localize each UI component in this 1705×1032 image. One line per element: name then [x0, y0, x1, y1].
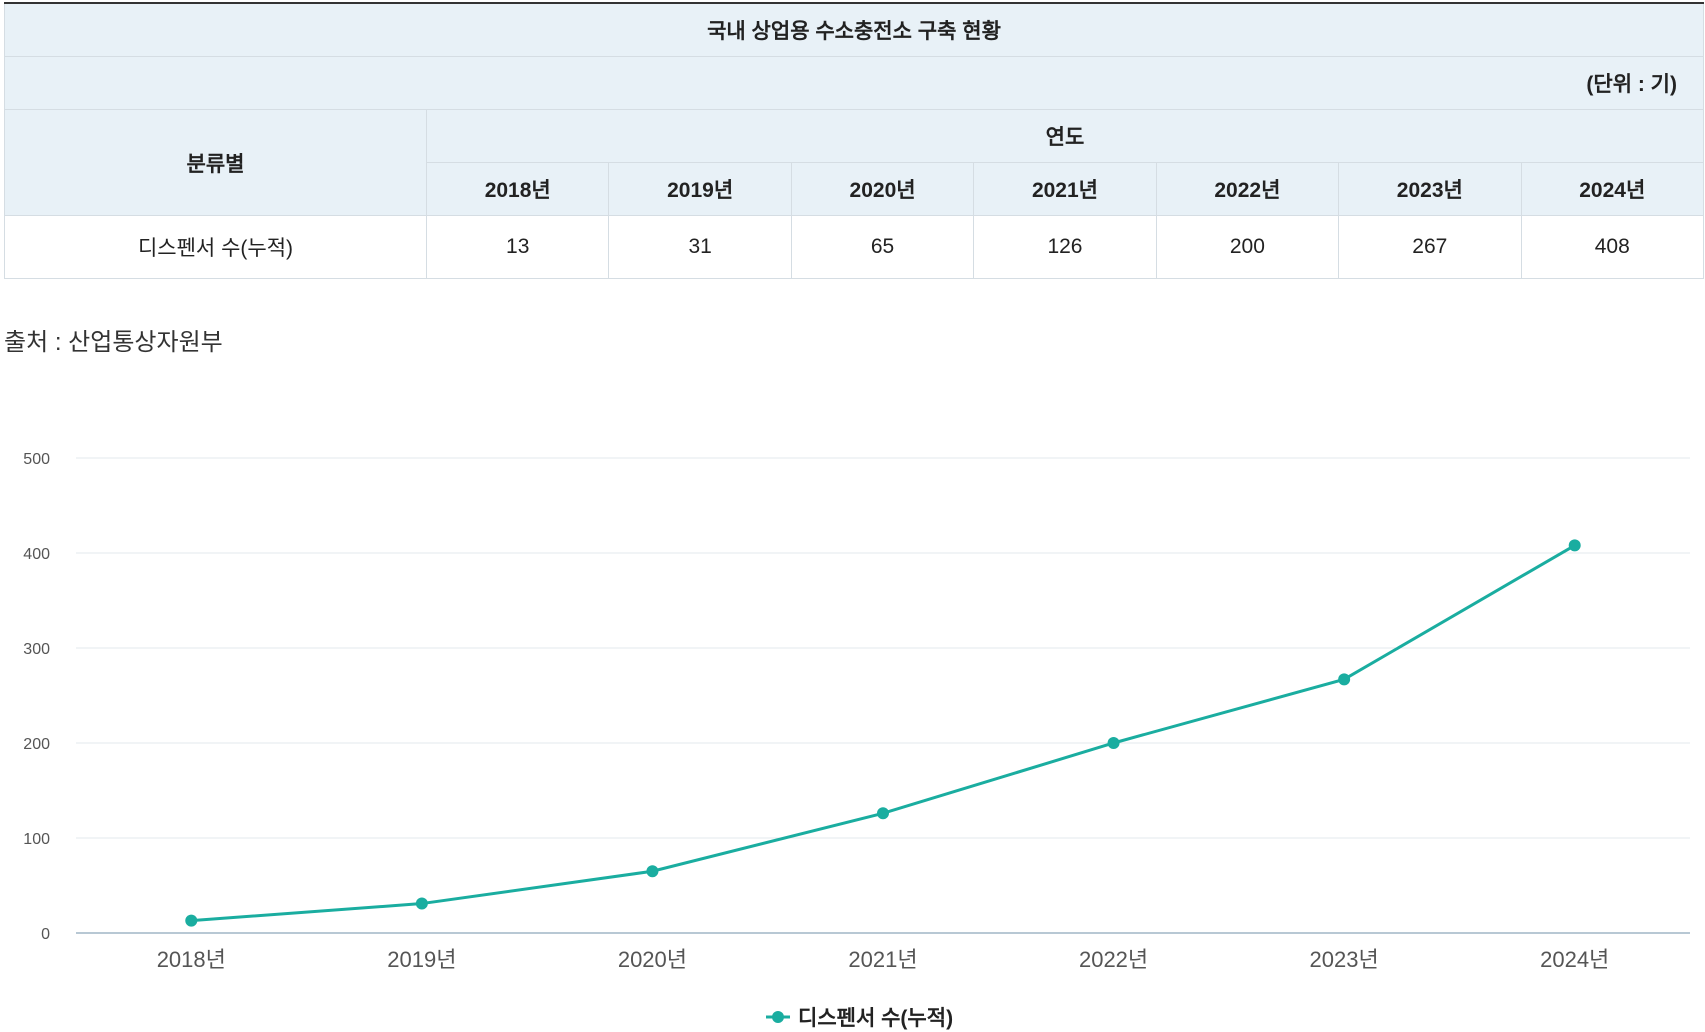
data-point — [1338, 673, 1351, 686]
data-point — [1107, 737, 1120, 749]
year-header: 연도 — [426, 109, 1704, 163]
x-tick-label: 2020년 — [618, 947, 687, 972]
table-cell: 200 — [1155, 215, 1340, 279]
x-tick-label: 2023년 — [1310, 947, 1379, 972]
year-column-header: 2019년 — [608, 162, 792, 216]
x-tick-label: 2021년 — [848, 947, 917, 972]
series-line — [191, 544, 1576, 923]
x-tick-label: 2022년 — [1079, 947, 1148, 972]
table-cell: 408 — [1520, 215, 1705, 279]
legend-marker — [772, 1011, 784, 1023]
data-point — [1568, 539, 1581, 552]
data-point — [646, 865, 659, 878]
year-column-header: 2022년 — [1155, 162, 1340, 216]
x-tick-label: 2024년 — [1540, 947, 1609, 972]
x-tick-label: 2018년 — [157, 947, 226, 972]
y-tick-label: 100 — [23, 831, 50, 848]
table-title: 국내 상업용 수소충전소 구축 현황 — [4, 2, 1704, 57]
source-note: 출처 : 산업통상자원부 — [4, 329, 223, 356]
y-tick-label: 300 — [23, 641, 50, 658]
y-tick-label: 200 — [23, 736, 50, 753]
data-point — [877, 807, 889, 820]
legend-label: 디스펜서 수(누적) — [798, 1007, 953, 1030]
y-tick-label: 400 — [23, 546, 50, 563]
table-cell: 267 — [1338, 215, 1522, 279]
year-column-header: 2020년 — [790, 162, 975, 216]
data-point — [185, 914, 198, 927]
row-label: 디스펜서 수(누적) — [4, 215, 427, 279]
table-row: 디스펜서 수(누적) 13 31 65 126 200 267 408 — [4, 215, 1705, 279]
stats-table: 국내 상업용 수소충전소 구축 현황 (단위 : 기) 분류별 연도 2018년… — [4, 2, 1705, 279]
year-column-header: 2021년 — [973, 162, 1157, 216]
year-column-header: 2018년 — [425, 162, 610, 216]
table-cell: 13 — [425, 215, 610, 279]
year-column-header: 2024년 — [1520, 162, 1705, 216]
x-tick-label: 2019년 — [387, 947, 456, 972]
y-tick-label: 0 — [41, 926, 50, 943]
table-cell: 65 — [790, 215, 975, 279]
data-point — [415, 897, 428, 910]
year-column-header: 2023년 — [1338, 162, 1522, 216]
y-tick-label: 500 — [23, 451, 50, 468]
table-cell: 126 — [973, 215, 1157, 279]
table-cell: 31 — [608, 215, 792, 279]
